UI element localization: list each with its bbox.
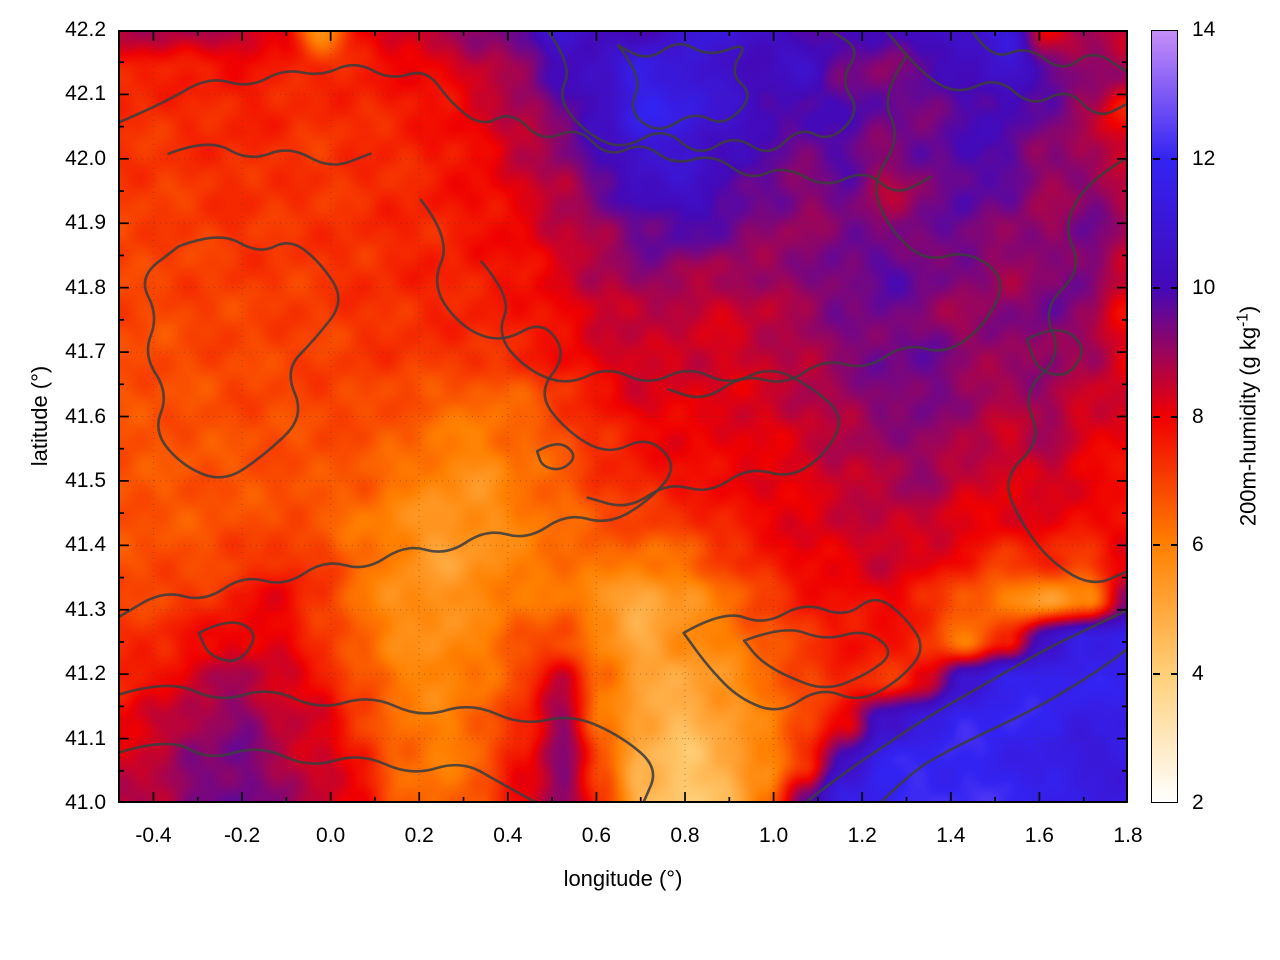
x-tick-label: 1.4	[936, 824, 966, 847]
x-tick-label: 0.8	[670, 824, 700, 847]
terrain-contour-line	[480, 260, 841, 507]
terrain-contour-line	[742, 629, 890, 689]
x-tick-label: 1.2	[847, 824, 877, 847]
x-tick-label: 0.4	[493, 824, 523, 847]
heatmap-canvas	[118, 30, 1128, 803]
terrain-contour-line	[118, 198, 673, 619]
x-tick-label: 1.6	[1024, 824, 1054, 847]
terrain-contour-line	[1025, 329, 1083, 377]
colorbar-title-prefix: 200m-humidity (g kg	[1235, 326, 1261, 527]
terrain-contour-line	[1007, 156, 1128, 584]
y-tick-label: 42.2	[65, 18, 106, 41]
colorbar-tick-label: 14	[1192, 18, 1216, 41]
colorbar-tick	[1170, 544, 1178, 547]
colorbar-title: 200m-humidity (g kg-1)	[1234, 306, 1261, 526]
terrain-contour-line	[118, 684, 655, 803]
y-tick-label: 41.1	[65, 726, 106, 750]
y-tick-label: 41.4	[65, 533, 106, 557]
terrain-contour-line	[143, 236, 340, 479]
x-tick-label: -0.2	[223, 824, 261, 847]
colorbar-tick-label: 12	[1192, 146, 1216, 170]
terrain-contour-line	[879, 647, 1128, 803]
colorbar-tick	[1152, 673, 1160, 676]
colorbar-tick	[1170, 286, 1178, 289]
x-tick-label: 0.6	[581, 824, 612, 847]
colorbar-tick-label: 8	[1192, 404, 1204, 428]
colorbar-title-suffix: )	[1235, 305, 1261, 314]
colorbar-tick-label: 6	[1192, 533, 1204, 557]
terrain-contour-line	[545, 30, 856, 153]
y-tick-label: 42.0	[65, 146, 106, 170]
colorbar-tick-label: 10	[1192, 275, 1216, 299]
colorbar-tick	[1152, 544, 1160, 547]
terrain-contour-line	[970, 30, 1128, 74]
x-tick-label: 0.2	[404, 824, 434, 847]
colorbar-tick	[1170, 157, 1178, 160]
terrain-contour-line	[667, 55, 1002, 399]
terrain-contour-line	[118, 63, 933, 192]
terrain-contour-line	[535, 443, 575, 471]
colorbar-tick	[1170, 673, 1178, 676]
colorbar-title-sup: -1	[1234, 313, 1252, 327]
colorbar-tick	[1152, 157, 1160, 160]
terrain-contour-line	[616, 42, 749, 130]
x-tick-label: 1.8	[1113, 824, 1143, 847]
y-tick-label: 41.0	[65, 791, 106, 814]
x-tick-label: 1.0	[759, 824, 789, 847]
colorbar-tick-label: 4	[1192, 662, 1204, 686]
y-tick-label: 41.3	[65, 597, 106, 621]
y-axis-title: latitude (°)	[27, 365, 52, 467]
colorbar-tick-label: 2	[1192, 791, 1204, 814]
colorbar-tick	[1152, 415, 1160, 418]
x-tick-label: -0.4	[135, 824, 172, 847]
y-tick-label: 41.6	[65, 404, 106, 428]
y-tick-label: 41.5	[65, 468, 106, 492]
colorbar-tick	[1170, 415, 1178, 418]
contour-overlay	[118, 30, 1128, 803]
terrain-contour-line	[803, 608, 1128, 803]
x-axis-title: longitude (°)	[563, 866, 683, 891]
x-tick-label: 0.0	[316, 824, 346, 847]
colorbar-tick	[1152, 286, 1160, 289]
y-tick-label: 41.8	[65, 275, 106, 299]
terrain-contour-line	[884, 30, 1128, 116]
terrain-contour-line	[167, 143, 372, 166]
y-tick-label: 41.2	[65, 662, 106, 686]
y-tick-label: 42.1	[65, 82, 106, 106]
terrain-contour-line	[118, 742, 539, 803]
terrain-contour-line	[682, 598, 922, 711]
y-tick-label: 41.9	[65, 211, 106, 235]
plot-area	[118, 30, 1128, 803]
y-tick-label: 41.7	[65, 340, 106, 364]
terrain-contour-line	[197, 621, 255, 663]
